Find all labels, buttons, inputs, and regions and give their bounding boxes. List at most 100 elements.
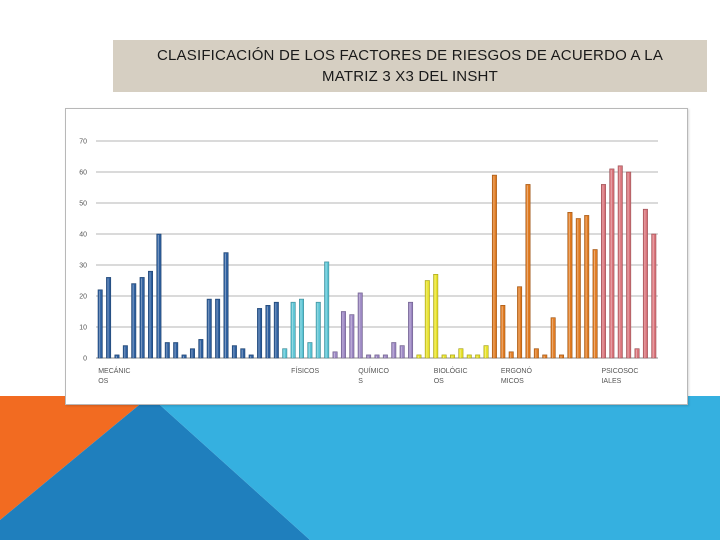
bar <box>173 342 179 359</box>
bar <box>441 354 447 359</box>
y-tick-label: 30 <box>79 263 87 270</box>
bar <box>508 351 514 359</box>
bar <box>609 168 615 359</box>
bar <box>265 305 271 359</box>
bar-highlight <box>233 346 235 358</box>
bar <box>651 233 657 359</box>
bar <box>97 289 103 359</box>
bar <box>584 215 590 359</box>
bar-highlight <box>333 352 336 358</box>
bar-highlight <box>157 235 159 358</box>
bar <box>248 354 254 359</box>
bar <box>307 342 313 359</box>
bar-highlight <box>250 355 252 358</box>
y-tick-label: 70 <box>79 139 87 146</box>
bar <box>240 348 246 359</box>
bar-highlight <box>434 275 436 358</box>
bar <box>340 311 346 359</box>
bar <box>215 298 221 359</box>
bar <box>475 354 481 359</box>
x-category-label: OS <box>434 378 444 385</box>
bar-highlight <box>342 312 344 358</box>
bar-highlight <box>476 355 478 358</box>
bar-highlight <box>107 278 109 358</box>
bar-highlight <box>568 213 570 358</box>
bar-chart: 0 10 20 30 40 50 60 70 MECÁNIC OS FÍSICOS QUÍMICO S B… <box>79 139 658 385</box>
bar-highlight <box>401 346 403 358</box>
bar <box>642 208 648 359</box>
bar-highlight <box>325 262 327 358</box>
bar-highlight <box>635 349 638 358</box>
bar-highlight <box>417 355 419 358</box>
bar-highlight <box>241 349 243 358</box>
bar <box>223 252 229 359</box>
bar <box>106 277 112 359</box>
bar <box>324 261 330 359</box>
bar-highlight <box>468 355 470 358</box>
bar <box>148 270 154 359</box>
bar-highlight <box>275 303 277 358</box>
bar <box>626 171 632 359</box>
slide-title-line-1: CLASIFICACIÓN DE LOS FACTORES DE RIESGOS… <box>156 47 664 64</box>
bar <box>483 345 489 359</box>
bar <box>458 348 464 359</box>
x-category-label: BIOLÓGIC <box>434 366 468 375</box>
y-tick-label: 60 <box>79 170 87 177</box>
blue-light-band-shape <box>150 396 720 540</box>
bar <box>592 249 598 359</box>
bar <box>433 274 439 359</box>
bar <box>299 298 304 359</box>
bar-highlight <box>644 210 646 358</box>
bar-highlight <box>208 300 210 358</box>
bar-highlight <box>602 185 604 358</box>
bar-highlight <box>585 216 587 358</box>
bar-highlight <box>518 287 520 358</box>
bar <box>617 165 623 359</box>
bar-highlight <box>99 290 101 358</box>
bar <box>282 348 288 359</box>
x-category-label: OS <box>98 378 108 385</box>
bar-highlight <box>132 284 134 358</box>
bar-highlight <box>266 306 268 358</box>
bar-highlight <box>124 346 126 358</box>
bar-highlight <box>166 343 168 358</box>
bar <box>349 314 355 359</box>
bar-highlight <box>224 253 227 358</box>
bar-highlight <box>493 176 495 358</box>
bar-highlight <box>141 278 143 358</box>
bar <box>567 212 573 359</box>
blue-dark-corner-shape <box>0 396 310 540</box>
bar <box>517 286 523 359</box>
bar <box>131 283 137 359</box>
bar <box>559 354 565 359</box>
bar-highlight <box>375 355 377 358</box>
bar <box>491 174 497 359</box>
chart-frame: 0 10 20 30 40 50 60 70 MECÁNIC OS FÍSICOS QUÍMICO S B… <box>65 108 688 405</box>
bar-highlight <box>367 355 369 358</box>
bar <box>122 345 128 359</box>
bar-highlight <box>392 343 394 358</box>
bar-highlight <box>149 272 151 358</box>
y-tick-label: 20 <box>79 294 87 301</box>
bar-highlight <box>459 349 461 358</box>
bar-highlight <box>115 355 117 358</box>
bar-highlight <box>652 235 654 358</box>
x-category-label: QUÍMICO <box>358 366 389 375</box>
bar-highlight <box>443 355 445 358</box>
bar <box>257 308 263 359</box>
bar-highlight <box>451 355 453 358</box>
bar <box>374 354 380 359</box>
bar <box>575 218 581 359</box>
bar <box>416 354 422 359</box>
x-category-label: ERGONÓ <box>501 366 533 375</box>
bar <box>231 345 237 359</box>
bar-highlight <box>292 303 294 358</box>
bar-highlight <box>308 343 310 358</box>
bar <box>206 298 212 359</box>
bar-highlight <box>409 303 411 358</box>
bar-highlight <box>510 352 512 358</box>
bar <box>189 348 195 359</box>
slide-title-box: CLASIFICACIÓN DE LOS FACTORES DE RIESGOS… <box>113 40 707 92</box>
bar <box>357 292 363 359</box>
bar <box>525 184 531 359</box>
